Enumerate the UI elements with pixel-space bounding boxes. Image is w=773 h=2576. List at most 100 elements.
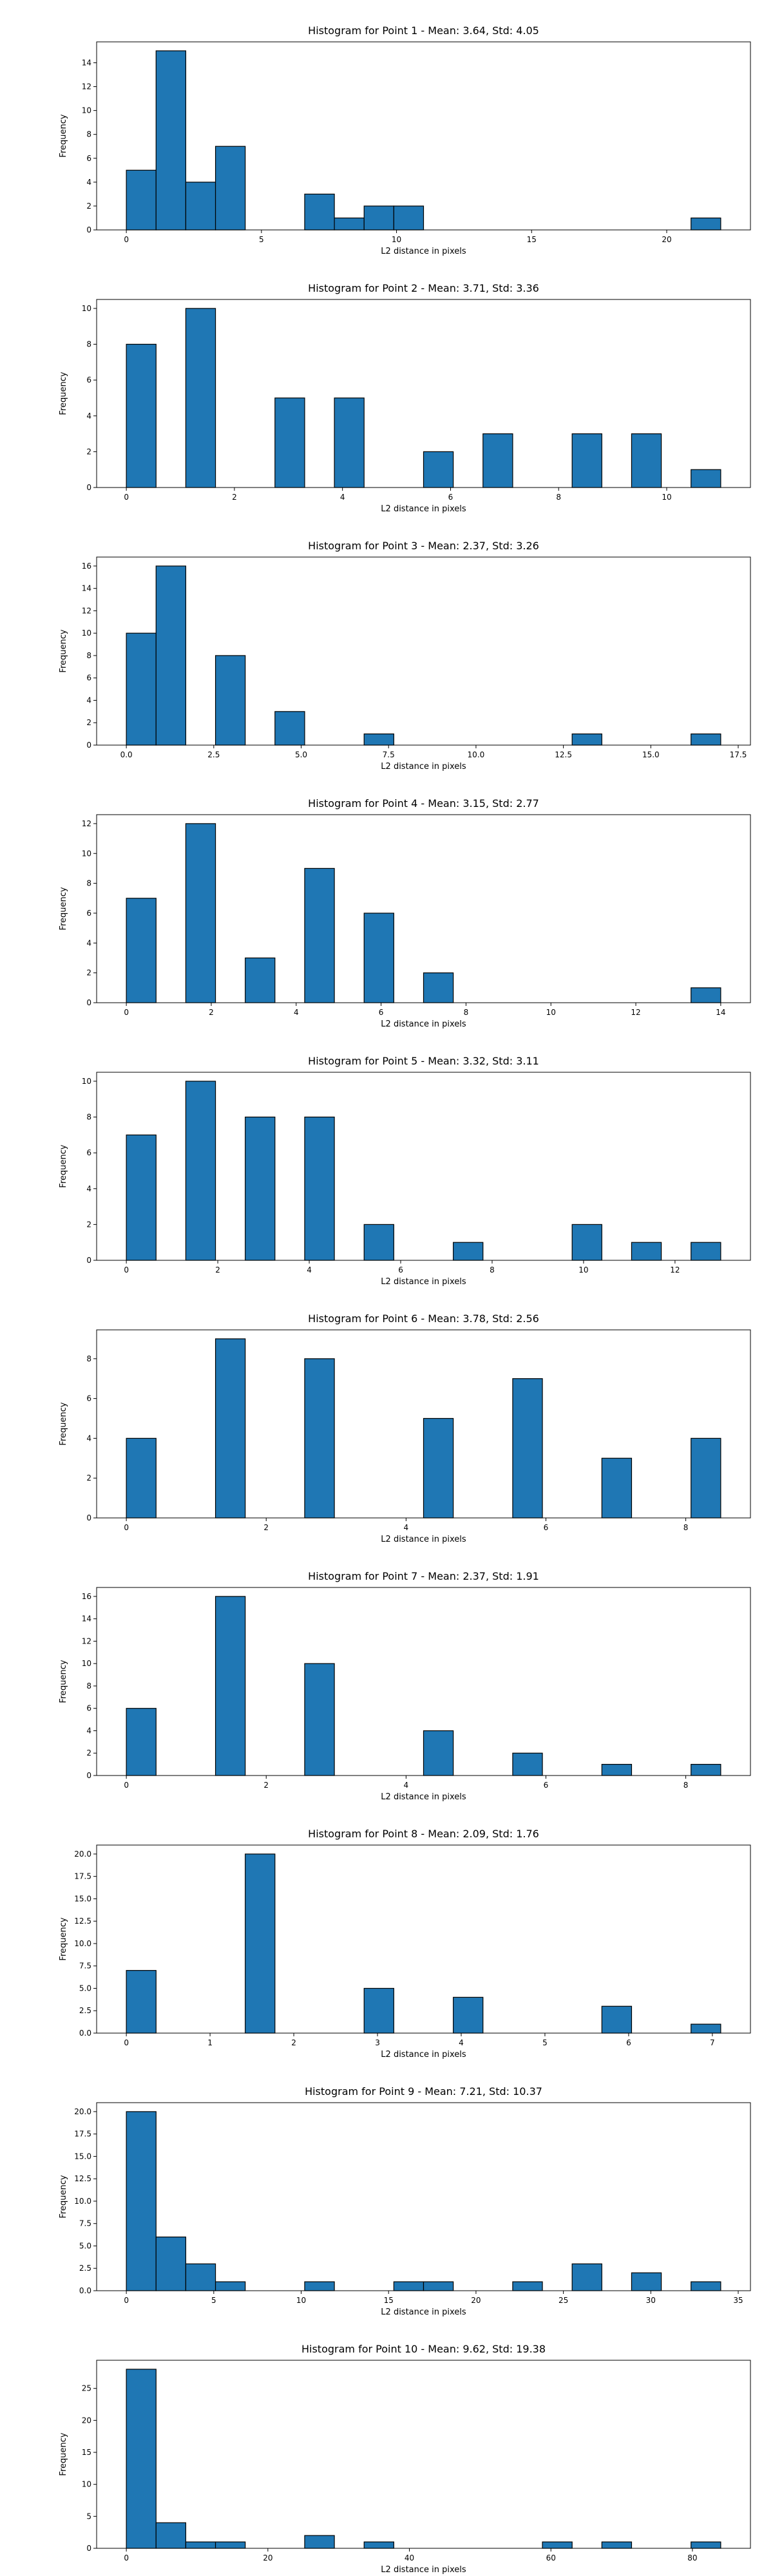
y-tick-label: 6: [86, 1394, 91, 1403]
x-tick-label: 0: [124, 1523, 129, 1532]
y-tick-label: 2: [86, 718, 91, 727]
x-tick-label: 8: [464, 1008, 469, 1017]
y-tick-label: 4: [86, 696, 91, 705]
histogram-bar: [215, 2541, 246, 2549]
y-axis-label: Frequency: [59, 2175, 68, 2218]
chart-title: Histogram for Point 6 - Mean: 3.78, Std:…: [308, 1312, 539, 1325]
y-tick-label: 2: [86, 1748, 91, 1757]
histogram-bar: [393, 205, 425, 231]
histogram-bar: [423, 1730, 454, 1776]
y-tick-label: 10: [82, 304, 91, 313]
histogram-bar: [126, 343, 157, 488]
histogram-bar: [691, 2541, 721, 2549]
chart-title: Histogram for Point 8 - Mean: 2.09, Std:…: [308, 1828, 539, 1840]
x-tick-label: 2: [215, 1265, 220, 1274]
x-tick-label: 10: [296, 2296, 306, 2305]
y-tick-label: 6: [86, 1704, 91, 1713]
y-tick-label: 14: [82, 58, 91, 67]
y-tick-label: 25: [82, 2384, 91, 2393]
y-tick-label: 5.0: [79, 1984, 91, 1993]
chart-title: Histogram for Point 7 - Mean: 2.37, Std:…: [308, 1570, 539, 1582]
y-tick-label: 12: [82, 819, 91, 828]
axes-frame: [96, 1587, 751, 1776]
histogram-bar: [691, 2281, 721, 2291]
y-tick-label: 14: [82, 584, 91, 593]
histogram-bar: [274, 397, 305, 488]
histogram-bar: [126, 2111, 157, 2291]
x-axis-label: L2 distance in pixels: [381, 1535, 466, 1544]
histogram-bar: [571, 2263, 602, 2291]
x-tick-label: 15.0: [642, 750, 660, 759]
histogram-bar: [571, 734, 602, 746]
y-tick-label: 6: [86, 375, 91, 384]
x-tick-label: 10: [662, 493, 671, 502]
y-tick-label: 2: [86, 1473, 91, 1482]
histogram-bar: [155, 565, 187, 746]
x-tick-label: 15: [384, 2296, 394, 2305]
x-tick-label: 20: [662, 235, 671, 244]
histogram-bar: [334, 217, 365, 231]
y-tick-label: 0: [86, 741, 91, 750]
histogram-bar: [512, 1752, 543, 1776]
y-tick-label: 8: [86, 340, 91, 349]
x-tick-label: 0.0: [120, 750, 133, 759]
x-tick-label: 35: [733, 2296, 743, 2305]
y-tick-label: 12: [82, 606, 91, 615]
y-tick-label: 0: [86, 998, 91, 1007]
axes-frame: [96, 2102, 751, 2291]
histogram-bar: [393, 2281, 425, 2291]
x-tick-label: 3: [375, 2038, 380, 2047]
histogram-bar: [601, 1764, 633, 1776]
chart-panel-5: Histogram for Point 5 - Mean: 3.32, Std:…: [59, 1055, 751, 1287]
histogram-bar: [691, 469, 721, 488]
x-tick-label: 0: [124, 235, 129, 244]
histogram-bar: [482, 433, 513, 488]
y-tick-label: 5: [86, 2512, 91, 2521]
y-tick-label: 10: [82, 849, 91, 858]
y-tick-label: 12: [82, 82, 91, 91]
y-tick-label: 12.5: [74, 2174, 91, 2183]
chart-panel-3: Histogram for Point 3 - Mean: 2.37, Std:…: [59, 540, 751, 772]
x-axis-label: L2 distance in pixels: [381, 2050, 466, 2060]
y-axis-label: Frequency: [59, 1917, 68, 1960]
histogram-bar: [126, 1134, 157, 1261]
histogram-bar: [691, 1437, 721, 1519]
x-axis-label: L2 distance in pixels: [381, 762, 466, 772]
y-tick-label: 5.0: [79, 2241, 91, 2250]
histogram-bar: [363, 1224, 394, 1261]
x-axis-label: L2 distance in pixels: [381, 247, 466, 256]
x-axis-label: L2 distance in pixels: [381, 1277, 466, 1287]
histogram-bar: [631, 2272, 662, 2291]
x-tick-label: 4: [404, 1781, 409, 1790]
y-axis-label: Frequency: [59, 887, 68, 930]
x-tick-label: 10: [392, 235, 401, 244]
x-tick-label: 0: [124, 493, 129, 502]
histogram-bar: [215, 1338, 246, 1519]
y-tick-label: 20.0: [74, 1850, 91, 1859]
histogram-bar: [126, 1708, 157, 1776]
histogram-bar: [185, 823, 216, 1003]
histogram-bar: [363, 913, 394, 1003]
x-axis-label: L2 distance in pixels: [381, 504, 466, 514]
y-tick-label: 7.5: [79, 1962, 91, 1971]
x-tick-label: 8: [490, 1265, 495, 1274]
x-tick-label: 14: [716, 1008, 725, 1017]
y-tick-label: 16: [82, 1592, 91, 1601]
y-tick-label: 10: [82, 2480, 91, 2489]
y-tick-label: 0: [86, 225, 91, 234]
histogram-bar: [304, 1663, 335, 1776]
y-tick-label: 4: [86, 178, 91, 187]
histogram-bar: [542, 2541, 573, 2549]
x-tick-label: 1: [207, 2038, 213, 2047]
x-tick-label: 10.0: [468, 750, 485, 759]
x-tick-label: 10: [578, 1265, 588, 1274]
x-tick-label: 5: [211, 2296, 216, 2305]
y-tick-label: 4: [86, 1434, 91, 1443]
y-tick-label: 8: [86, 879, 91, 888]
histogram-bar: [304, 867, 335, 1003]
x-tick-label: 0: [124, 2038, 129, 2047]
histogram-bar: [185, 1081, 216, 1261]
y-tick-label: 4: [86, 1184, 91, 1193]
y-tick-label: 0: [86, 2544, 91, 2553]
x-tick-label: 80: [687, 2553, 697, 2562]
